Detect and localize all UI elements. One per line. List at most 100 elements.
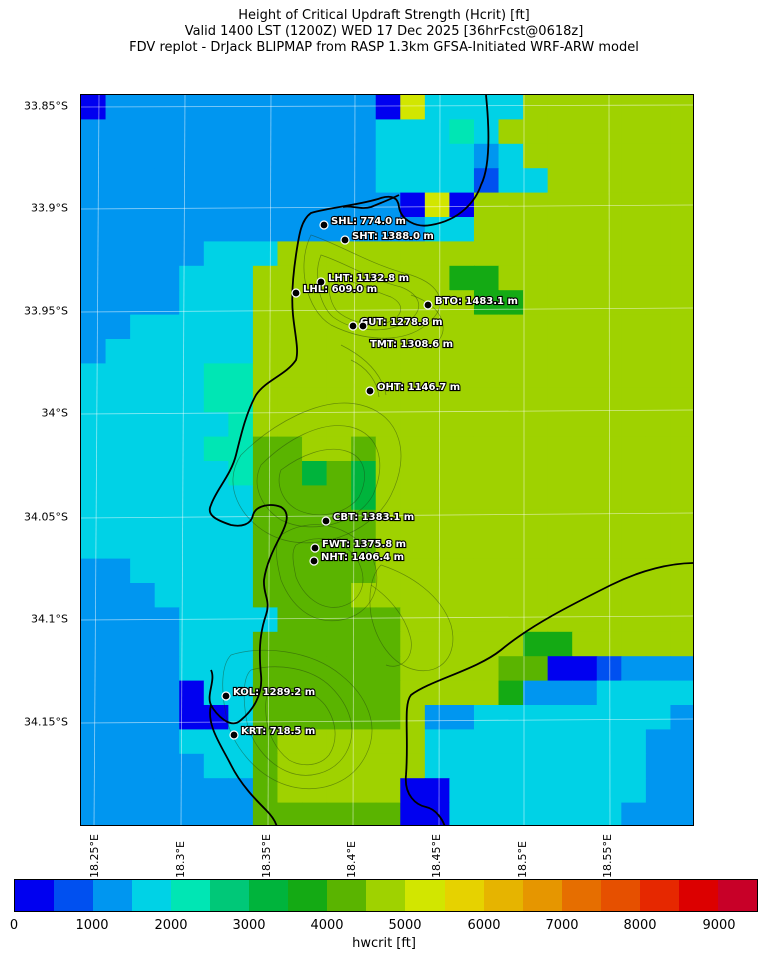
colorbar-segment (249, 880, 289, 911)
station-gut-label: GUT: 1278.8 m (360, 317, 443, 328)
grid-cell (670, 339, 693, 364)
grid-cell (424, 95, 450, 120)
grid-cell (645, 558, 672, 584)
grid-cell (400, 339, 426, 364)
grid-cell (645, 534, 672, 560)
grid-cell (498, 143, 524, 169)
grid-cell (302, 119, 328, 145)
grid-cell (645, 680, 672, 706)
grid-cell (498, 680, 524, 706)
grid-cell (572, 95, 598, 120)
station-bto-label: BTO: 1483.1 m (435, 296, 518, 307)
lon-label-text: 18.55°E (601, 834, 614, 878)
grid-cell (645, 265, 672, 291)
grid-cell (473, 339, 500, 364)
grid-cell (277, 387, 303, 413)
grid-cell (252, 119, 279, 145)
grid-cell (302, 778, 328, 804)
grid-cell (130, 802, 156, 825)
grid-cell (203, 753, 229, 779)
station-bto-marker (423, 300, 433, 310)
grid-cell (277, 143, 303, 169)
grid-cell (547, 241, 573, 267)
grid-cell (424, 631, 450, 657)
grid-cell (424, 168, 450, 194)
grid-cell (400, 265, 426, 291)
grid-cell (203, 802, 229, 825)
grid-cell (424, 583, 450, 608)
grid-cell (252, 314, 279, 340)
grid-cell (203, 607, 229, 633)
grid-cell (523, 387, 549, 413)
grid-cell (645, 168, 672, 194)
grid-cell (81, 583, 107, 608)
grid-cell (130, 729, 156, 755)
grid-cell (596, 680, 622, 706)
grid-cell (645, 802, 672, 825)
grid-cell (670, 314, 693, 340)
grid-cell (547, 387, 573, 413)
colorbar-segment (522, 880, 562, 911)
grid-cell (302, 387, 328, 413)
grid-cell (473, 387, 500, 413)
grid-cell (572, 436, 598, 462)
colorbar-tick: 5000 (388, 918, 422, 933)
station-cbt-marker (321, 516, 331, 526)
grid-cell (670, 680, 693, 706)
colorbar-segment (93, 880, 133, 911)
grid-cell (670, 802, 693, 825)
grid-cell (523, 802, 549, 825)
grid-cell (523, 509, 549, 535)
grid-cell (473, 241, 500, 267)
grid-cell (302, 314, 328, 340)
grid-cell (326, 607, 352, 633)
grid-cells (81, 95, 693, 825)
grid-cell (498, 339, 524, 364)
grid-cell (523, 363, 549, 389)
grid-cell (400, 705, 426, 730)
grid-cell (302, 656, 328, 682)
grid-cell (154, 339, 180, 364)
grid-cell (621, 729, 647, 755)
colorbar-segment (132, 880, 172, 911)
grid-cell (547, 778, 573, 804)
grid-cell (203, 534, 229, 560)
grid-cell (375, 753, 401, 779)
grid-cell (523, 705, 549, 730)
grid-cell (326, 583, 352, 608)
grid-cell (351, 802, 377, 825)
grid-cell (302, 461, 328, 486)
grid-cell (473, 509, 500, 535)
grid-cell (400, 119, 426, 145)
title-block: Height of Critical Updraft Strength (Hcr… (0, 8, 768, 56)
colorbar-tick: 6000 (467, 918, 501, 933)
grid-cell (228, 656, 254, 682)
grid-cell (203, 558, 229, 584)
grid-cell (596, 753, 622, 779)
grid-cell (277, 534, 303, 560)
grid-cell (203, 461, 229, 486)
lon-label-text: 18.3°E (174, 841, 187, 878)
grid-cell (105, 168, 131, 194)
grid-cell (326, 631, 352, 657)
grid-cell (130, 485, 156, 511)
grid-cell (203, 387, 229, 413)
grid-cell (523, 461, 549, 486)
lat-label-34: 34°S (41, 406, 68, 420)
grid-cell (81, 168, 107, 194)
grid-cell (424, 436, 450, 462)
grid-cell (154, 363, 180, 389)
grid-cell (154, 314, 180, 340)
grid-cell (449, 631, 475, 657)
grid-cell (351, 705, 377, 730)
grid-cell (400, 753, 426, 779)
grid-cell (130, 412, 156, 438)
grid-cell (547, 705, 573, 730)
grid-cell (523, 436, 549, 462)
grid-cell (252, 412, 279, 438)
grid-cell (621, 241, 647, 267)
grid-cell (154, 192, 180, 218)
grid-cell (523, 631, 549, 657)
grid-cell (277, 95, 303, 120)
grid-cell (523, 558, 549, 584)
